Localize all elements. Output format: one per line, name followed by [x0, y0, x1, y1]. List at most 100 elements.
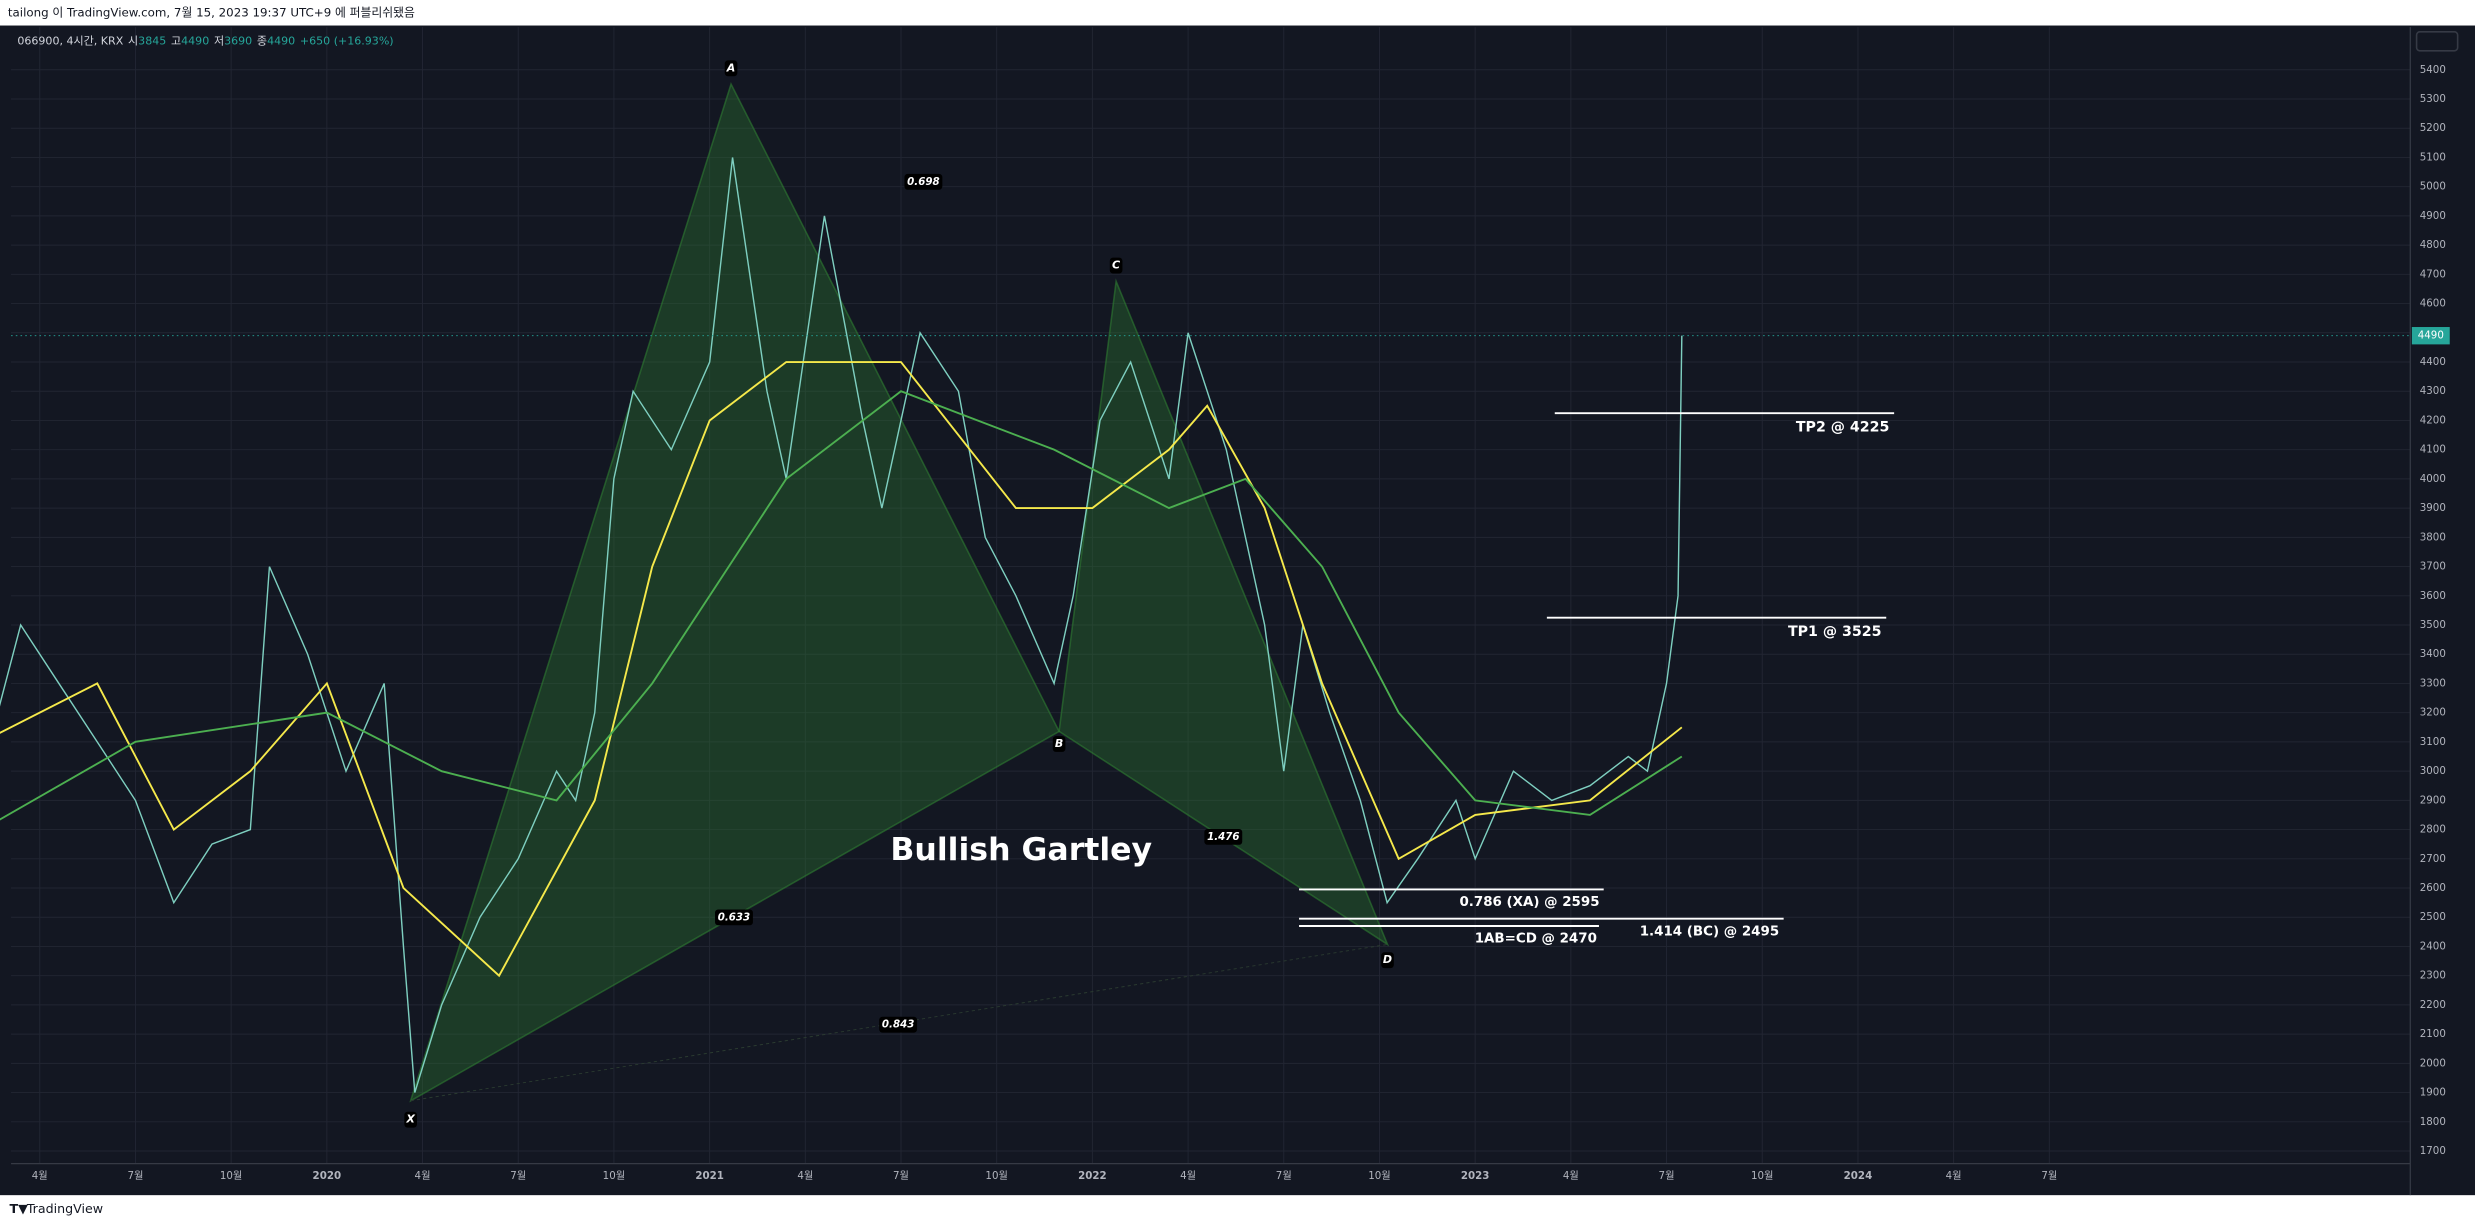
legend-open: 3845 — [138, 34, 166, 47]
x-tick-label: 2024 — [1844, 1170, 1873, 1182]
price-level-label: 1AB=CD @ 2470 — [1475, 932, 1597, 947]
y-tick-label: 1700 — [2420, 1145, 2446, 1157]
y-tick-label: 3000 — [2420, 765, 2446, 777]
price-line — [0, 390, 1683, 821]
y-tick-label: 3700 — [2420, 561, 2446, 573]
x-tick-label: 10월 — [985, 1170, 1007, 1182]
legend-high-label: 고 — [171, 34, 181, 47]
x-tick-label: 7월 — [893, 1170, 909, 1182]
x-tick-label: 10월 — [1751, 1170, 1773, 1182]
x-tick-label: 2023 — [1461, 1170, 1490, 1182]
x-tick-label: 2021 — [695, 1170, 724, 1182]
legend-open-label: 시 — [128, 34, 138, 47]
x-tick-label: 7월 — [2041, 1170, 2057, 1182]
legend-symbol: 066900, 4시간, KRX — [17, 34, 123, 47]
ratio-label: 0.698 — [907, 176, 939, 188]
y-tick-label: 5100 — [2420, 151, 2446, 163]
y-tick-label: 4000 — [2420, 473, 2446, 485]
y-tick-label: 3200 — [2420, 707, 2446, 719]
legend-low-label: 저 — [214, 34, 224, 47]
y-tick-label: 3300 — [2420, 677, 2446, 689]
ratio-label: 0.633 — [718, 911, 750, 923]
price-level-label: TP2 @ 4225 — [1796, 419, 1890, 435]
y-tick-label: 4600 — [2420, 298, 2446, 310]
ratio-box — [904, 173, 943, 190]
y-tick-label: 3600 — [2420, 590, 2446, 602]
point-marker — [724, 60, 738, 77]
x-tick-label: 4월 — [1563, 1170, 1579, 1182]
footer: TradingView — [26, 1201, 103, 1216]
y-tick-label: 4400 — [2420, 356, 2446, 368]
y-tick-label: 2400 — [2420, 940, 2446, 952]
y-tick-label: 5000 — [2420, 181, 2446, 193]
ratio-box — [715, 909, 753, 926]
legend-high: 4490 — [181, 34, 209, 47]
x-tick-label: 4월 — [1180, 1170, 1196, 1182]
x-tick-label: 2022 — [1078, 1170, 1107, 1182]
settings-button[interactable] — [2415, 31, 2459, 52]
y-tick-label: 2700 — [2420, 853, 2446, 865]
point-marker — [404, 1111, 417, 1128]
y-tick-label: 1800 — [2420, 1116, 2446, 1128]
x-tick-label: 7월 — [127, 1170, 143, 1182]
point-label: X — [405, 1113, 415, 1126]
point-label: D — [1383, 953, 1392, 966]
price-level-label: 0.786 (XA) @ 2595 — [1459, 895, 1599, 910]
x-tick-label: 4월 — [797, 1170, 813, 1182]
x-tick-label: 7월 — [1659, 1170, 1675, 1182]
y-tick-label: 5300 — [2420, 93, 2446, 105]
y-tick-label: 3500 — [2420, 619, 2446, 631]
x-tick-label: 4월 — [32, 1170, 48, 1182]
x-tick-label: 4월 — [415, 1170, 431, 1182]
legend-change: +650 (+16.93%) — [300, 34, 394, 47]
y-tick-label: 4700 — [2420, 268, 2446, 280]
y-tick-label: 4300 — [2420, 385, 2446, 397]
y-tick-label: 2100 — [2420, 1028, 2446, 1040]
y-tick-label: 4800 — [2420, 239, 2446, 251]
legend-low: 3690 — [224, 34, 252, 47]
pattern-name: Bullish Gartley — [890, 832, 1152, 868]
logo: T▼ — [9, 1201, 28, 1216]
y-tick-label: 2300 — [2420, 970, 2446, 982]
y-tick-label: 3900 — [2420, 502, 2446, 514]
header: tailong 이 TradingView.com, 7월 15, 2023 1… — [8, 5, 415, 19]
y-tick-label: 2200 — [2420, 999, 2446, 1011]
y-tick-label: 2600 — [2420, 882, 2446, 894]
ratio-label: 1.476 — [1207, 831, 1239, 843]
x-tick-label: 10월 — [1368, 1170, 1390, 1182]
point-marker — [1381, 952, 1394, 969]
x-tick-label: 2020 — [313, 1170, 342, 1182]
point-marker — [1052, 736, 1066, 752]
x-tick-label: 10월 — [220, 1170, 242, 1182]
y-tick-label: 4200 — [2420, 414, 2446, 426]
y-tick-label: 4900 — [2420, 210, 2446, 222]
legend: 066900, 4시간, KRX 시3845 고4490 저3690 종4490 +650… — [17, 34, 393, 47]
y-tick-label: 5400 — [2420, 64, 2446, 76]
chart-area — [0, 25, 2475, 1196]
price-line — [0, 361, 1683, 978]
legend-close-label: 종 — [257, 34, 267, 47]
x-tick-label: 4월 — [1946, 1170, 1962, 1182]
x-tick-label: 7월 — [510, 1170, 526, 1182]
y-tick-label: 2000 — [2420, 1057, 2446, 1069]
y-tick-label: 3400 — [2420, 648, 2446, 660]
price-level-label: 1.414 (BC) @ 2495 — [1640, 924, 1779, 939]
ratio-box — [879, 1016, 918, 1033]
ratio-box — [1204, 828, 1243, 845]
point-label: B — [1055, 737, 1063, 750]
y-tick-label: 3100 — [2420, 736, 2446, 748]
point-label: A — [726, 61, 736, 74]
y-tick-label: 2900 — [2420, 794, 2446, 806]
y-tick-label: 4100 — [2420, 444, 2446, 456]
y-tick-label: 2800 — [2420, 824, 2446, 836]
price-level-label: TP1 @ 3525 — [1788, 624, 1882, 640]
y-tick-label: 3800 — [2420, 531, 2446, 543]
x-tick-label: 10월 — [603, 1170, 625, 1182]
y-tick-label: 1900 — [2420, 1087, 2446, 1099]
legend-close: 4490 — [267, 34, 295, 47]
point-label: C — [1112, 259, 1120, 272]
last-price-tag — [2411, 327, 2450, 345]
x-tick-label: 7월 — [1276, 1170, 1292, 1182]
